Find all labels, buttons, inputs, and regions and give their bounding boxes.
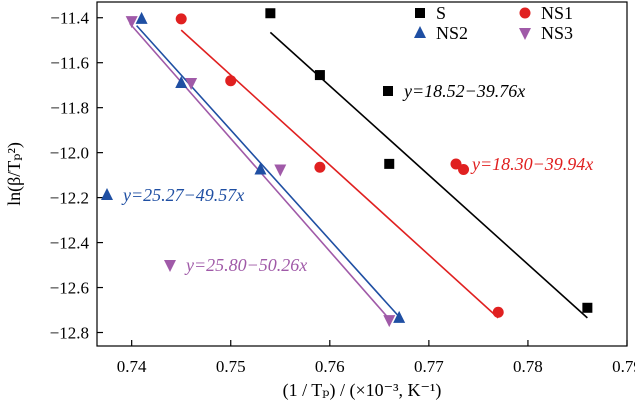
point-s bbox=[314, 70, 325, 81]
legend-label-ns1: NS1 bbox=[541, 3, 573, 23]
point-s bbox=[582, 302, 593, 313]
equation-s: y=18.52−39.76x bbox=[402, 81, 525, 101]
legend-label-s: S bbox=[436, 3, 446, 23]
y-tick-label: −12.8 bbox=[50, 324, 89, 343]
data-markers bbox=[125, 8, 593, 328]
x-axis-label: (1 / Tₚ) / (×10⁻³, K⁻¹) bbox=[283, 380, 442, 401]
equation-ns3: y=25.80−50.26x bbox=[184, 255, 307, 275]
x-tick-label: 0.77 bbox=[414, 357, 444, 376]
y-axis-label: ln(β/Tₚ²) bbox=[4, 142, 25, 206]
point-ns1 bbox=[314, 161, 326, 173]
point-ns2 bbox=[175, 75, 188, 88]
point-ns3 bbox=[185, 77, 198, 90]
legend: S NS1 NS2 NS3 bbox=[414, 3, 573, 43]
axis-labels: (1 / Tₚ) / (×10⁻³, K⁻¹) ln(β/Tₚ²) bbox=[4, 142, 441, 401]
plot-frame bbox=[96, 1, 628, 347]
legend-label-ns2: NS2 bbox=[436, 23, 468, 43]
equation-marker-ns3 bbox=[164, 260, 176, 272]
legend-marker-ns2 bbox=[414, 26, 426, 38]
y-tick-label: −11.8 bbox=[50, 99, 89, 118]
point-ns2 bbox=[254, 162, 267, 175]
y-tick-label: −11.6 bbox=[50, 54, 89, 73]
point-ns2 bbox=[393, 310, 406, 323]
point-s bbox=[384, 158, 395, 169]
point-ns1 bbox=[175, 13, 187, 25]
equation-marker-ns2 bbox=[101, 188, 113, 200]
y-tick-label: −12.2 bbox=[50, 189, 89, 208]
legend-marker-ns3 bbox=[519, 28, 531, 40]
point-s bbox=[265, 8, 276, 19]
equation-ns1: y=18.30−39.94x bbox=[470, 154, 593, 174]
fit-equations: y=18.52−39.76x y=18.30−39.94x y=25.27−49.5… bbox=[101, 81, 593, 275]
legend-marker-ns1 bbox=[519, 7, 531, 19]
x-tick-label: 0.74 bbox=[117, 357, 147, 376]
equation-ns2: y=25.27−49.57x bbox=[121, 185, 244, 205]
point-ns1 bbox=[225, 75, 237, 87]
x-tick-label: 0.79 bbox=[612, 357, 635, 376]
y-tick-label: −12.6 bbox=[50, 279, 89, 298]
x-tick-label: 0.76 bbox=[315, 357, 345, 376]
x-tick-label: 0.78 bbox=[513, 357, 543, 376]
point-ns3 bbox=[125, 16, 138, 29]
point-ns3 bbox=[274, 164, 287, 177]
y-tick-label: −11.4 bbox=[50, 9, 89, 28]
y-tick-label: −12.4 bbox=[50, 234, 90, 253]
y-tick-label: −12.0 bbox=[50, 144, 89, 163]
legend-label-ns3: NS3 bbox=[541, 23, 573, 43]
legend-marker-s bbox=[415, 8, 425, 18]
fit-line-ns2 bbox=[136, 25, 400, 318]
equation-marker-s bbox=[383, 86, 393, 96]
point-ns2 bbox=[135, 11, 148, 24]
x-tick-label: 0.75 bbox=[216, 357, 246, 376]
point-ns1 bbox=[458, 164, 470, 176]
axis-ticks: 0.74 0.75 0.76 0.77 0.78 0.79 −11.4 −11.6 −11.8 −… bbox=[50, 9, 635, 376]
point-ns1 bbox=[492, 306, 504, 318]
equation-marker-ns1 bbox=[450, 158, 462, 170]
point-ns3 bbox=[383, 315, 396, 328]
